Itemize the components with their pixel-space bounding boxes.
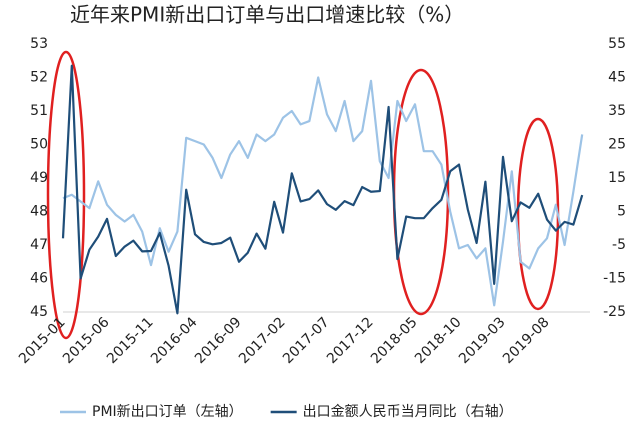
highlight-ellipse <box>516 117 560 311</box>
y2-tick-label: 45 <box>608 70 626 86</box>
y-tick-label: 51 <box>30 103 48 119</box>
x-tick-label: 2015-01 <box>16 314 69 367</box>
y-tick-label: 50 <box>30 137 48 153</box>
x-tick-label: 2018-05 <box>368 314 421 367</box>
legend-label: 出口金额人民币当月同比（右轴） <box>303 404 513 420</box>
x-tick-label: 2019-08 <box>500 314 553 367</box>
y-tick-label: 48 <box>30 204 48 220</box>
series-line <box>62 76 584 307</box>
y2-tick-label: 55 <box>608 36 626 52</box>
x-tick-label: 2016-09 <box>192 314 245 367</box>
y-tick-label: 47 <box>30 237 48 253</box>
y2-tick-label: 25 <box>608 137 626 153</box>
y-tick-label: 52 <box>30 70 48 86</box>
y2-tick-label: 35 <box>608 103 626 119</box>
y-tick-label: 46 <box>30 271 48 287</box>
x-tick-label: 2017-02 <box>236 314 289 367</box>
series-line <box>61 64 584 315</box>
y2-tick-label: 15 <box>608 170 626 186</box>
y-tick-label: 45 <box>30 304 48 320</box>
y-tick-label: 53 <box>30 36 48 52</box>
x-tick-label: 2019-03 <box>456 314 509 367</box>
highlight-ellipse <box>46 50 86 340</box>
x-tick-label: 2015-06 <box>60 314 113 367</box>
y2-tick-label: -15 <box>603 271 626 287</box>
x-tick-label: 2015-11 <box>104 314 157 367</box>
y2-tick-label: 5 <box>617 204 626 220</box>
x-tick-label: 2016-04 <box>148 314 201 367</box>
x-tick-label: 2018-10 <box>412 314 465 367</box>
y2-tick-label: -25 <box>603 304 626 320</box>
legend-label: PMI新出口订单（左轴） <box>92 404 243 420</box>
chart-title: 近年来PMI新出口订单与出口增速比较（%） <box>70 3 464 27</box>
highlights <box>46 50 560 340</box>
x-tick-label: 2017-07 <box>280 314 333 367</box>
x-tick-label: 2017-12 <box>324 314 377 367</box>
highlight-ellipse <box>392 68 450 316</box>
y2-tick-label: -5 <box>612 237 626 253</box>
y-tick-label: 49 <box>30 170 48 186</box>
